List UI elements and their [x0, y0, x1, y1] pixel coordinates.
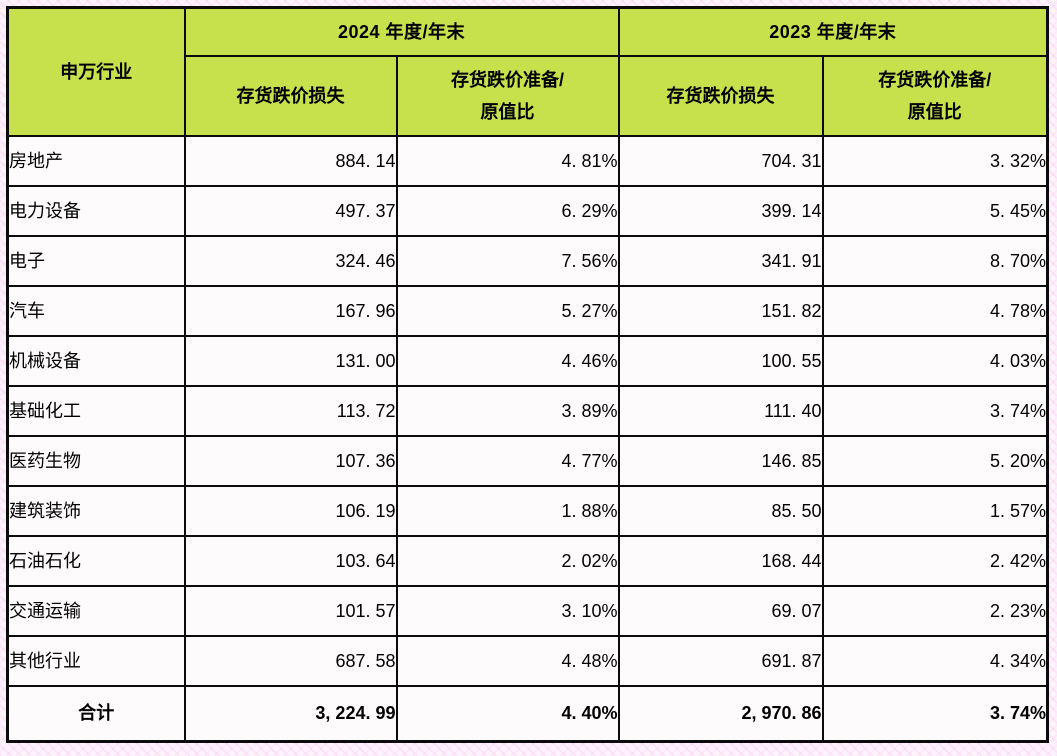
cell-industry: 汽车	[6, 285, 186, 337]
col-header-ratio-2023: 存货跌价准备/ 原值比	[821, 55, 1049, 137]
table-row: 建筑装饰 106. 19 1. 88% 85. 50 1. 57%	[6, 485, 1049, 537]
cell-ratio-2024: 4. 46%	[395, 335, 620, 387]
cell-loss-2024: 103. 64	[183, 535, 398, 587]
cell-ratio-2024: 7. 56%	[395, 235, 620, 287]
cell-ratio-2024: 4. 48%	[395, 635, 620, 687]
cell-ratio-2023: 2. 42%	[821, 535, 1049, 587]
cell-loss-2023: 151. 82	[617, 285, 824, 337]
cell-loss-2024: 107. 36	[183, 435, 398, 487]
cell-ratio-2023: 1. 57%	[821, 485, 1049, 537]
col-header-ratio-2024-line1: 存货跌价准备/	[451, 69, 565, 90]
cell-ratio-2024: 1. 88%	[395, 485, 620, 537]
cell-industry: 电力设备	[6, 185, 186, 237]
cell-ratio-2023: 5. 20%	[821, 435, 1049, 487]
cell-loss-2023: 691. 87	[617, 635, 824, 687]
inventory-writedown-table-container: 申万行业 2024 年度/年末 2023 年度/年末 存货跌价损失 存货跌价准备…	[6, 6, 1050, 743]
cell-loss-2024: 324. 46	[183, 235, 398, 287]
cell-industry: 石油石化	[6, 535, 186, 587]
col-header-ratio-2024-line2: 原值比	[480, 102, 535, 122]
cell-ratio-2023: 2. 23%	[821, 585, 1049, 637]
cell-ratio-2023: 8. 70%	[821, 235, 1049, 287]
inventory-writedown-table: 申万行业 2024 年度/年末 2023 年度/年末 存货跌价损失 存货跌价准备…	[6, 6, 1050, 743]
cell-ratio-2024: 2. 02%	[395, 535, 620, 587]
cell-ratio-2024: 4. 77%	[395, 435, 620, 487]
cell-loss-2024: 106. 19	[183, 485, 398, 537]
table-row: 基础化工 113. 72 3. 89% 111. 40 3. 74%	[6, 385, 1049, 437]
cell-ratio-2024: 4. 81%	[395, 135, 620, 187]
table-row: 房地产 884. 14 4. 81% 704. 31 3. 32%	[6, 135, 1049, 187]
cell-industry: 基础化工	[6, 385, 186, 437]
table-row: 机械设备 131. 00 4. 46% 100. 55 4. 03%	[6, 335, 1049, 387]
cell-ratio-2024: 5. 27%	[395, 285, 620, 337]
cell-loss-2023: 111. 40	[617, 385, 824, 437]
cell-loss-2023: 399. 14	[617, 185, 824, 237]
col-group-header-2023: 2023 年度/年末	[617, 6, 1049, 57]
cell-ratio-2023: 4. 03%	[821, 335, 1049, 387]
cell-total-ratio-2023: 3. 74%	[821, 685, 1049, 742]
table-row: 其他行业 687. 58 4. 48% 691. 87 4. 34%	[6, 635, 1049, 687]
cell-loss-2023: 168. 44	[617, 535, 824, 587]
cell-loss-2024: 167. 96	[183, 285, 398, 337]
col-group-header-2024: 2024 年度/年末	[183, 6, 620, 57]
cell-loss-2023: 100. 55	[617, 335, 824, 387]
cell-total-loss-2023: 2, 970. 86	[617, 685, 824, 742]
cell-industry: 机械设备	[6, 335, 186, 387]
cell-loss-2023: 85. 50	[617, 485, 824, 537]
col-header-ratio-2024: 存货跌价准备/ 原值比	[395, 55, 620, 137]
cell-total-label: 合计	[6, 685, 186, 742]
cell-total-ratio-2024: 4. 40%	[395, 685, 620, 742]
cell-total-loss-2024: 3, 224. 99	[183, 685, 398, 742]
sub-header-row: 存货跌价损失 存货跌价准备/ 原值比 存货跌价损失 存货跌价准备/ 原值比	[8, 55, 1049, 137]
cell-loss-2023: 146. 85	[617, 435, 824, 487]
table-row: 医药生物 107. 36 4. 77% 146. 85 5. 20%	[6, 435, 1049, 487]
cell-industry: 其他行业	[6, 635, 186, 687]
cell-ratio-2023: 4. 78%	[821, 285, 1049, 337]
table-row: 电子 324. 46 7. 56% 341. 91 8. 70%	[6, 235, 1049, 287]
cell-loss-2023: 69. 07	[617, 585, 824, 637]
total-row: 合计 3, 224. 99 4. 40% 2, 970. 86 3. 74%	[6, 685, 1049, 742]
cell-industry: 交通运输	[6, 585, 186, 637]
cell-ratio-2024: 3. 10%	[395, 585, 620, 637]
cell-loss-2023: 704. 31	[617, 135, 824, 187]
cell-industry: 电子	[6, 235, 186, 287]
cell-ratio-2023: 3. 32%	[821, 135, 1049, 187]
cell-ratio-2023: 5. 45%	[821, 185, 1049, 237]
cell-loss-2024: 101. 57	[183, 585, 398, 637]
cell-industry: 医药生物	[6, 435, 186, 487]
cell-loss-2024: 497. 37	[183, 185, 398, 237]
cell-ratio-2023: 3. 74%	[821, 385, 1049, 437]
cell-ratio-2024: 3. 89%	[395, 385, 620, 437]
cell-loss-2024: 687. 58	[183, 635, 398, 687]
cell-industry: 房地产	[6, 135, 186, 187]
cell-industry: 建筑装饰	[6, 485, 186, 537]
cell-ratio-2023: 4. 34%	[821, 635, 1049, 687]
table-row: 电力设备 497. 37 6. 29% 399. 14 5. 45%	[6, 185, 1049, 237]
cell-loss-2024: 113. 72	[183, 385, 398, 437]
col-header-loss-2024: 存货跌价损失	[183, 55, 398, 137]
table-row: 交通运输 101. 57 3. 10% 69. 07 2. 23%	[6, 585, 1049, 637]
col-header-ratio-2023-line2: 原值比	[907, 102, 962, 122]
cell-loss-2024: 131. 00	[183, 335, 398, 387]
cell-loss-2024: 884. 14	[183, 135, 398, 187]
col-header-ratio-2023-line1: 存货跌价准备/	[878, 69, 992, 90]
cell-loss-2023: 341. 91	[617, 235, 824, 287]
col-header-industry: 申万行业	[6, 6, 186, 137]
table-row: 石油石化 103. 64 2. 02% 168. 44 2. 42%	[6, 535, 1049, 587]
col-header-loss-2023: 存货跌价损失	[617, 55, 824, 137]
cell-ratio-2024: 6. 29%	[395, 185, 620, 237]
table-row: 汽车 167. 96 5. 27% 151. 82 4. 78%	[6, 285, 1049, 337]
group-header-row: 申万行业 2024 年度/年末 2023 年度/年末	[6, 6, 1049, 137]
